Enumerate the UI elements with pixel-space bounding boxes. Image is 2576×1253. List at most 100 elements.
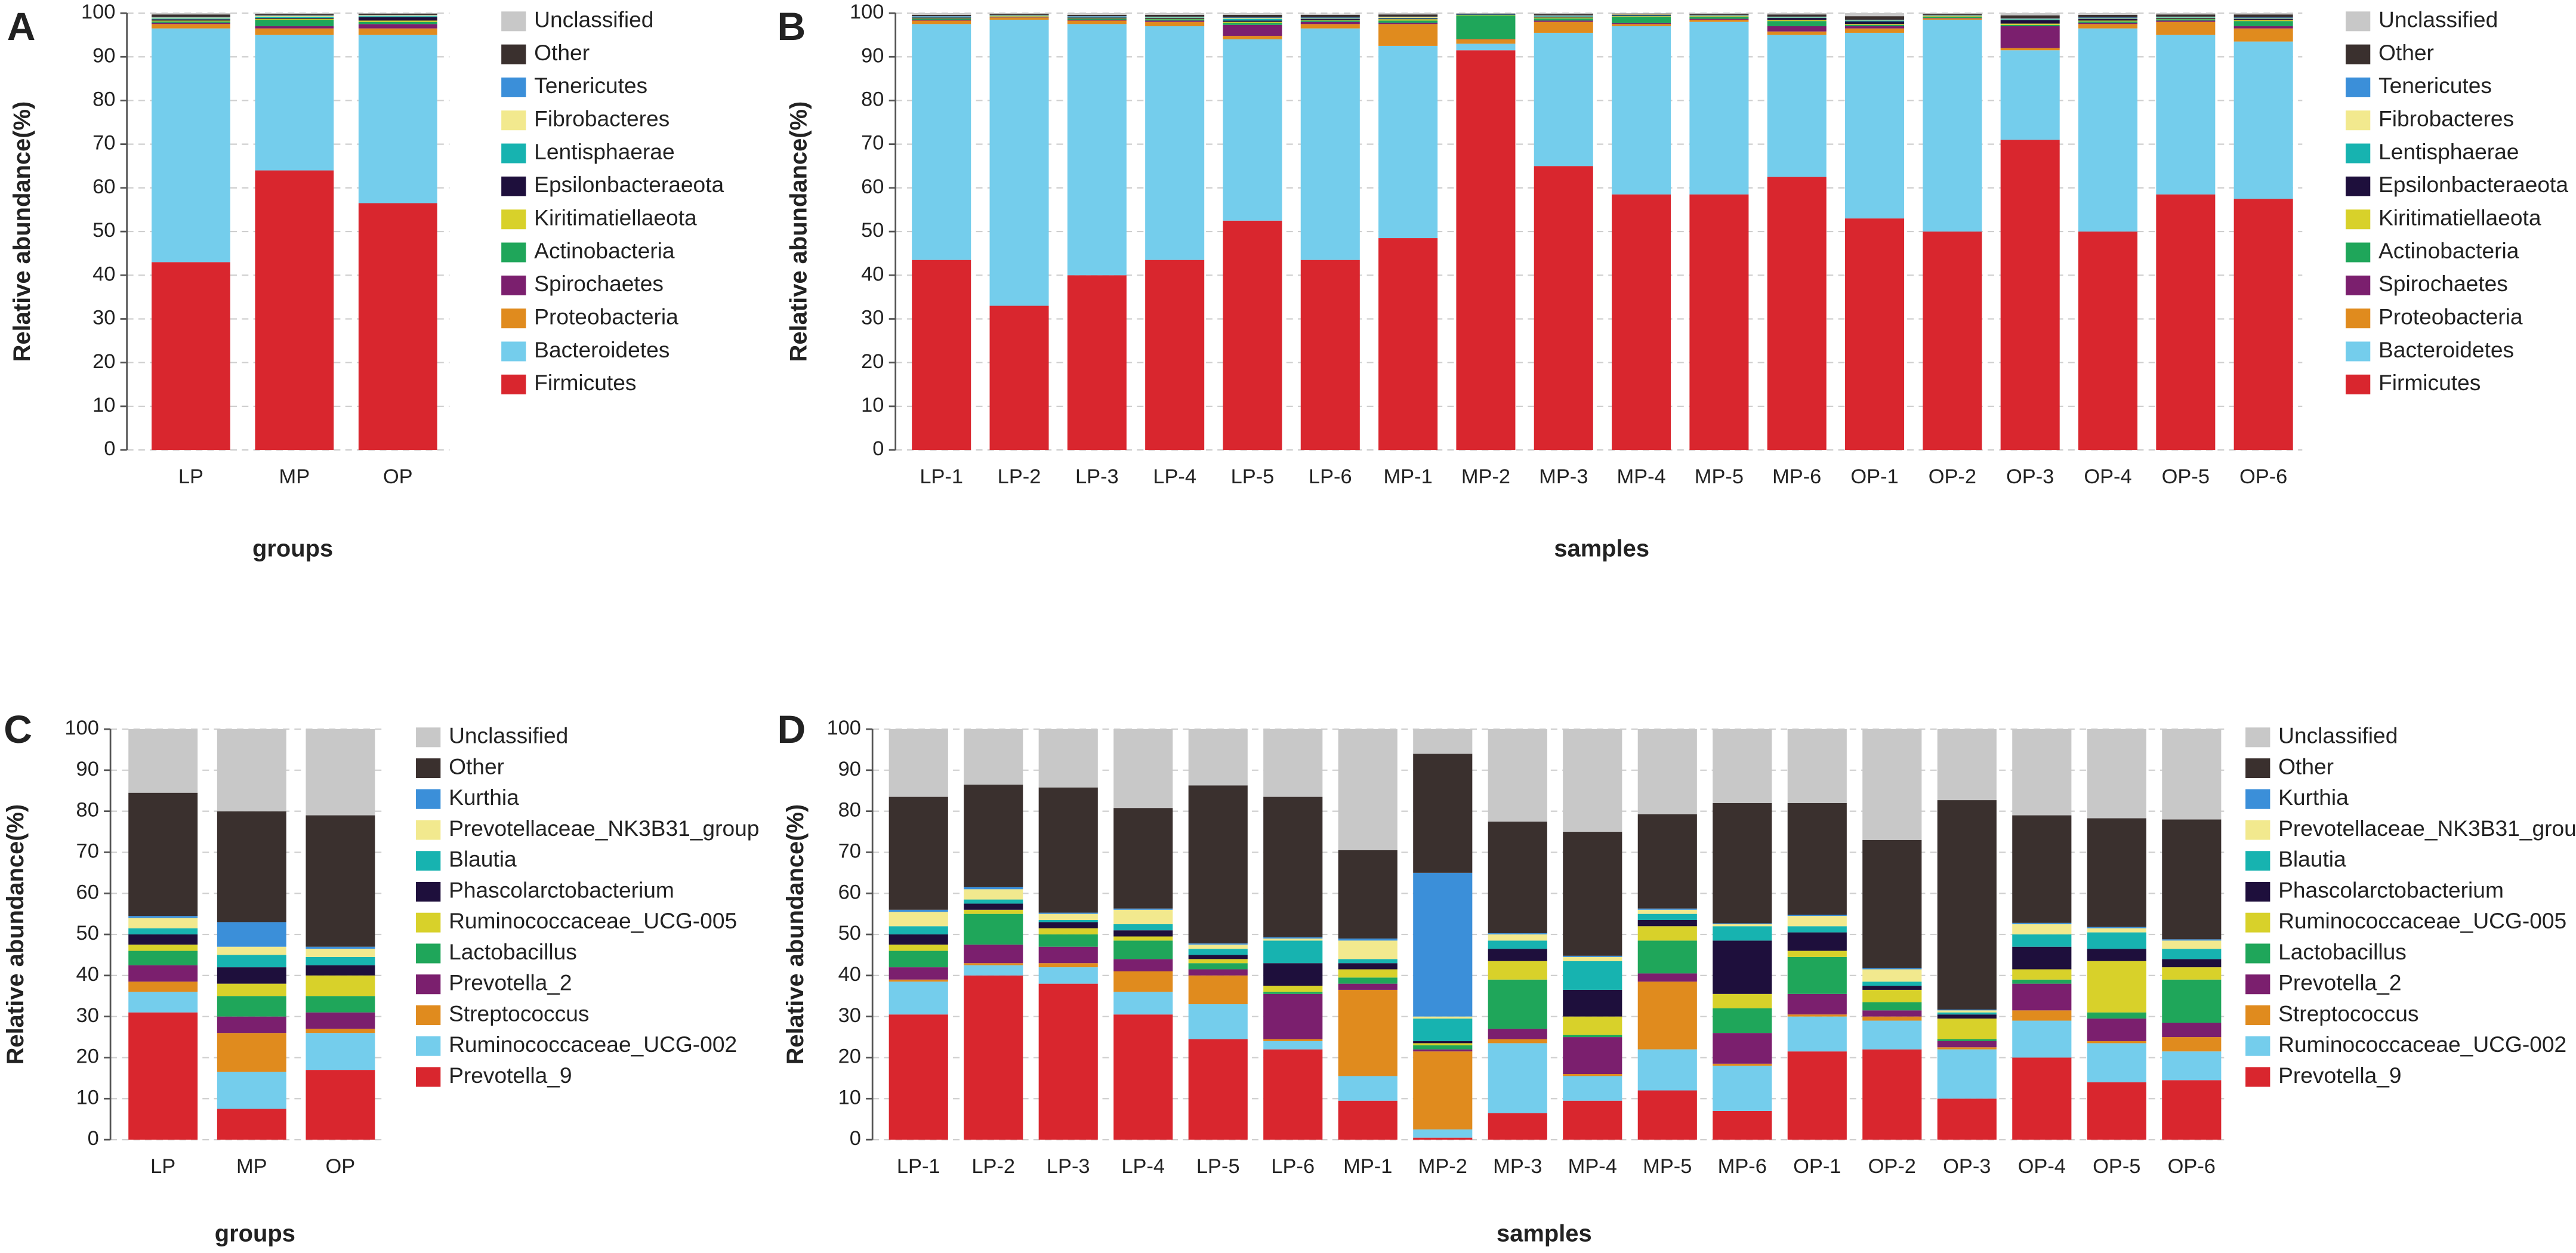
legend-label: Unclassified — [2278, 723, 2398, 748]
bar-segment — [255, 35, 334, 171]
bar-segment — [1767, 31, 1827, 35]
y-tick-label: 50 — [838, 922, 861, 945]
bar-segment — [217, 967, 286, 984]
bar-segment — [2000, 26, 2060, 48]
bar-segment — [1113, 909, 1173, 924]
bar-segment — [989, 305, 1049, 450]
bar-segment — [1787, 956, 1847, 994]
bar-segment — [1534, 32, 1593, 166]
bar-segment — [1534, 17, 1593, 18]
bar-segment — [1787, 729, 1847, 803]
x-tick-label: MP-5 — [1643, 1155, 1692, 1178]
bar-segment — [255, 14, 334, 16]
bar-segment — [2087, 961, 2146, 1013]
bar-segment — [1263, 937, 1323, 939]
x-axis-title: groups — [215, 1220, 295, 1246]
legend-label: Ruminococcaceae_UCG-002 — [449, 1032, 737, 1057]
bar-segment — [1145, 21, 1205, 26]
bar-segment — [358, 21, 437, 24]
bar-segment — [2078, 18, 2138, 19]
bar-segment — [1067, 18, 1127, 20]
legend-label: Streptococcus — [449, 1001, 589, 1026]
legend-swatch — [2245, 1067, 2270, 1087]
legend-swatch — [2245, 974, 2270, 995]
bar-segment — [1338, 969, 1397, 978]
bar-segment — [2156, 35, 2216, 195]
legend-swatch — [2345, 44, 2371, 64]
y-tick-label: 20 — [838, 1045, 861, 1068]
bar-segment — [2233, 26, 2293, 29]
bar-segment — [1862, 969, 1922, 982]
bar-segment — [1038, 913, 1098, 920]
bar-segment — [2087, 1012, 2146, 1019]
legend-label: Prevotella_2 — [2278, 970, 2401, 995]
bar-segment — [1188, 943, 1248, 945]
bar-segment — [1767, 21, 1827, 26]
bar-segment — [1038, 946, 1098, 964]
bar-segment — [128, 982, 198, 992]
bar-segment — [989, 17, 1049, 18]
bar-segment — [1862, 986, 1922, 990]
bar-segment — [1488, 1113, 1547, 1140]
bar-segment — [2087, 932, 2146, 949]
bar-segment — [1188, 1004, 1248, 1039]
legend-swatch — [416, 727, 441, 748]
bar-segment — [1787, 1051, 1847, 1140]
bar-segment — [1338, 1100, 1397, 1140]
y-tick-label: 0 — [872, 437, 884, 460]
bar-segment — [964, 913, 1023, 945]
legend-swatch — [2245, 1005, 2270, 1025]
bar-segment — [1787, 1016, 1847, 1052]
bar-segment — [358, 20, 437, 22]
legend-label: Firmicutes — [534, 370, 636, 395]
y-tick-label: 30 — [76, 1004, 99, 1027]
bar-segment — [1845, 20, 1905, 21]
bar-segment — [2078, 17, 2138, 18]
bar-segment — [1145, 260, 1205, 450]
bar-segment — [2233, 20, 2293, 21]
x-tick-label: OP-4 — [2018, 1155, 2066, 1178]
bar-segment — [1689, 18, 1749, 20]
bar-segment — [1637, 1049, 1697, 1091]
bar-segment — [1563, 961, 1622, 990]
bar-segment — [1145, 18, 1205, 20]
bar-segment — [152, 18, 230, 20]
x-tick-label: OP-6 — [2168, 1155, 2216, 1178]
bar-segment — [2078, 232, 2138, 450]
bar-segment — [217, 946, 286, 955]
bar-segment — [1188, 729, 1248, 786]
legend-label: Lactobacillus — [449, 939, 577, 964]
bar-segment — [1145, 17, 1205, 18]
bar-segment — [964, 784, 1023, 887]
y-tick-label: 70 — [838, 840, 861, 863]
legend-label: Lentisphaerae — [534, 139, 674, 164]
legend-swatch — [2245, 789, 2270, 809]
bar-segment — [2000, 18, 2060, 19]
bar-segment — [1713, 1063, 1772, 1066]
bar-segment — [1188, 975, 1248, 1005]
bar-segment — [2078, 14, 2138, 18]
bar-segment — [1637, 909, 1697, 914]
bar-segment — [1038, 934, 1098, 947]
bar-segment — [1637, 940, 1697, 974]
bar-segment — [964, 889, 1023, 900]
bar-segment — [2012, 815, 2072, 923]
x-tick-label: LP — [150, 1155, 175, 1178]
bar-segment — [2233, 199, 2293, 450]
bar-segment — [1067, 20, 1127, 24]
y-tick-label: 50 — [92, 219, 115, 242]
bar-segment — [1113, 992, 1173, 1015]
bar-segment — [2162, 1080, 2222, 1140]
bar-segment — [1713, 1066, 1772, 1111]
x-tick-label: LP-4 — [1121, 1155, 1165, 1178]
legend-swatch — [2345, 143, 2371, 163]
legend-swatch — [416, 1036, 441, 1056]
bar-segment — [2000, 18, 2060, 20]
bar-segment — [1488, 1029, 1547, 1039]
bar-segment — [1637, 814, 1697, 909]
bar-segment — [989, 16, 1049, 17]
bar-segment — [1378, 18, 1438, 20]
y-tick-label: 90 — [838, 758, 861, 780]
x-tick-label: LP-5 — [1231, 465, 1275, 488]
bar-segment — [1637, 908, 1697, 910]
